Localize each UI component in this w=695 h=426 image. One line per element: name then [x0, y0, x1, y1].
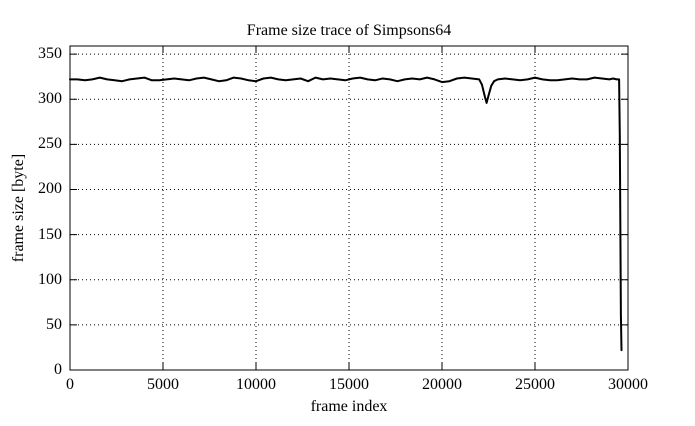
x-tick-label: 5000	[147, 376, 179, 393]
x-tick-label: 20000	[422, 376, 462, 393]
y-tick-label: 100	[38, 270, 62, 288]
x-tick-label: 25000	[515, 376, 555, 393]
y-tick-label: 350	[38, 45, 62, 63]
y-tick-label: 0	[54, 361, 62, 378]
x-tick-label: 15000	[329, 376, 369, 393]
plot-border	[69, 45, 629, 371]
chart-title: Frame size trace of Simpsons64	[246, 22, 452, 39]
x-axis-label: frame index	[310, 398, 388, 415]
y-tick-label: 200	[38, 180, 62, 198]
x-tick-label: 30000	[608, 376, 648, 393]
y-tick-label: 300	[38, 90, 62, 108]
y-tick-label: 150	[38, 225, 62, 243]
x-tick-label: 0	[66, 376, 74, 393]
x-tick-label: 10000	[236, 376, 276, 393]
y-tick-label: 250	[38, 135, 62, 153]
y-tick-label: 50	[46, 315, 62, 333]
frame-size-trace-line	[69, 76, 623, 352]
